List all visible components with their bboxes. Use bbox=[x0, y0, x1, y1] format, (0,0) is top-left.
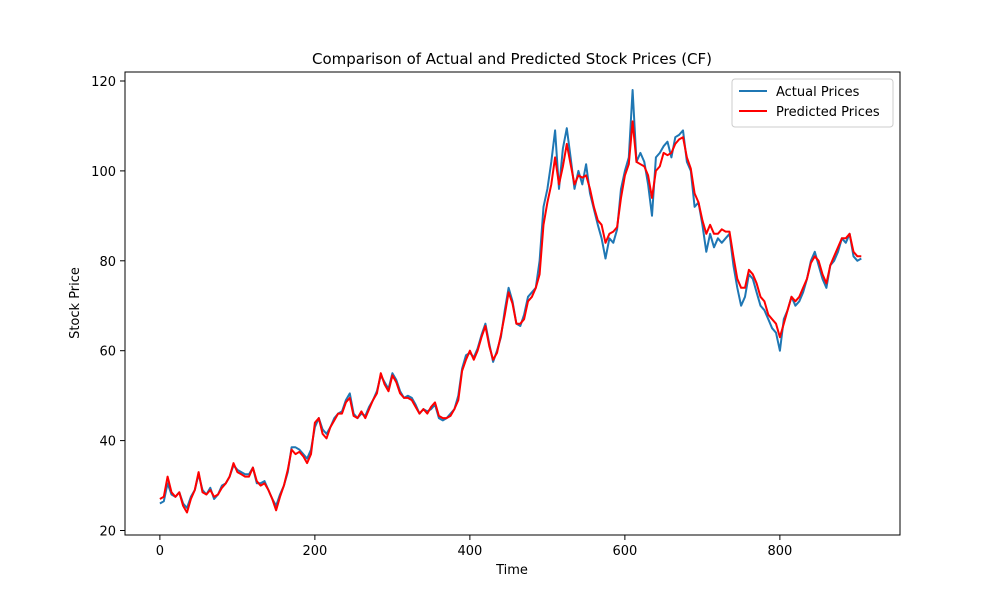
x-tick-label: 800 bbox=[767, 544, 792, 559]
y-tick-label: 60 bbox=[99, 345, 116, 360]
x-axis-label: Time bbox=[495, 563, 528, 578]
x-tick-label: 0 bbox=[156, 544, 164, 559]
series-line-actual bbox=[159, 89, 862, 509]
y-tick-label: 40 bbox=[99, 435, 116, 450]
x-tick-label: 200 bbox=[302, 544, 327, 559]
legend-label-predicted: Predicted Prices bbox=[776, 105, 880, 120]
series-line-predicted bbox=[159, 120, 862, 514]
legend: Actual Prices Predicted Prices bbox=[731, 78, 894, 128]
chart-title: Comparison of Actual and Predicted Stock… bbox=[312, 50, 712, 68]
legend-box bbox=[731, 78, 894, 128]
y-axis-label: Stock Price bbox=[68, 267, 83, 339]
plot-frame bbox=[124, 71, 901, 536]
x-axis: 0 200 400 600 800 bbox=[156, 535, 792, 559]
y-tick-label: 80 bbox=[99, 255, 116, 270]
series-layer bbox=[159, 89, 862, 514]
y-tick-label: 120 bbox=[91, 75, 116, 90]
y-axis: 20 40 60 80 100 120 bbox=[91, 75, 125, 540]
x-tick-label: 600 bbox=[612, 544, 637, 559]
x-tick-label: 400 bbox=[457, 544, 482, 559]
y-tick-label: 20 bbox=[99, 525, 116, 540]
legend-label-actual: Actual Prices bbox=[776, 85, 860, 100]
y-tick-label: 100 bbox=[91, 165, 116, 180]
